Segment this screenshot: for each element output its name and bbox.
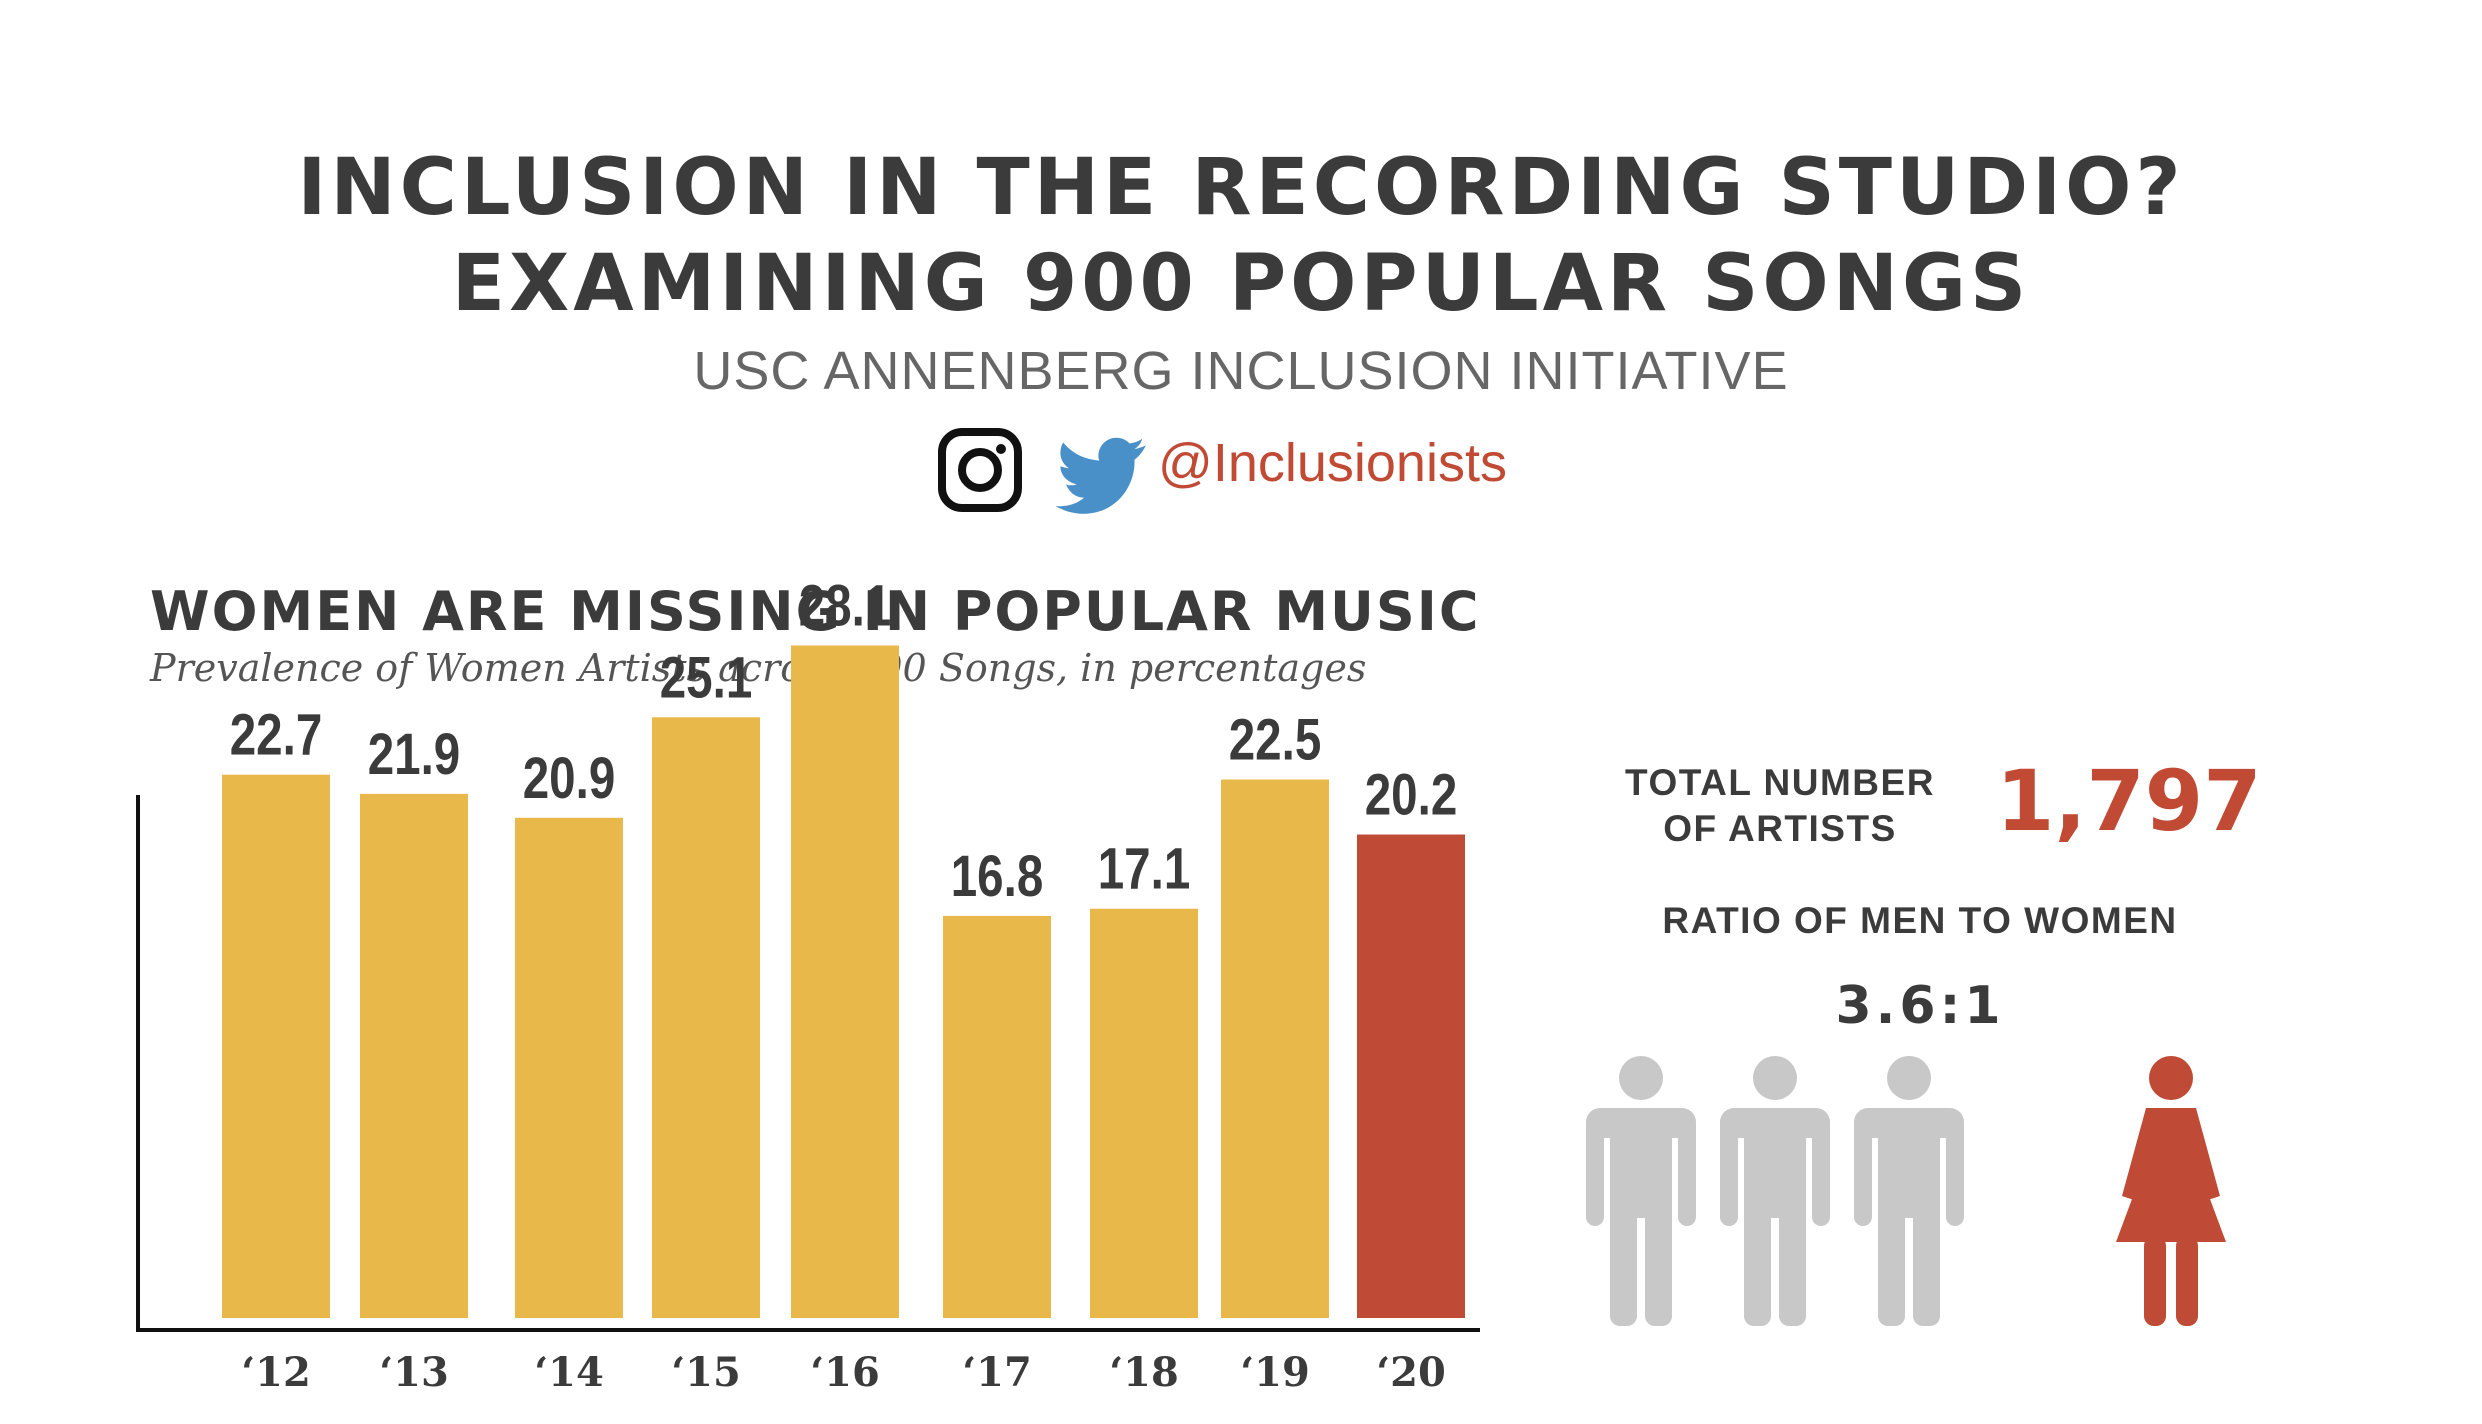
man-icon [1988, 1056, 2098, 1326]
man-icon [1854, 1056, 1964, 1326]
data-label: 16.8 [951, 845, 1044, 910]
man-icon [1586, 1056, 1696, 1326]
man-icon [1720, 1056, 1830, 1326]
section-title: WOMEN ARE MISSING IN POPULAR MUSIC [150, 580, 1481, 643]
x-tick-label: ‘12 [241, 1349, 311, 1396]
instagram-icon[interactable] [938, 428, 1022, 512]
data-label: 20.2 [1365, 763, 1458, 828]
total-artists-label: TOTAL NUMBER OF ARTISTS [1620, 760, 1940, 852]
x-tick-label: ‘16 [810, 1349, 880, 1396]
ratio-pictogram [1586, 1056, 2226, 1326]
title-line-2: EXAMINING 900 POPULAR SONGS [451, 239, 2031, 329]
ratio-label: RATIO OF MEN TO WOMEN [1662, 900, 2178, 941]
bar [1357, 834, 1465, 1318]
x-tick-label: ‘15 [671, 1349, 741, 1396]
twitter-handle[interactable]: @Inclusionists [1158, 433, 1507, 493]
bar [222, 774, 330, 1318]
x-tick-label: ‘17 [962, 1349, 1032, 1396]
bar [360, 793, 468, 1318]
bar-chart: 22.7 ‘12 21.9 ‘13 20.9 ‘14 25.1 ‘15 28.1 ‘16 16.8 ‘… [136, 574, 1480, 1396]
x-tick-label: ‘14 [534, 1349, 604, 1396]
bar [515, 817, 623, 1318]
x-tick-label: ‘13 [379, 1349, 449, 1396]
bar [652, 717, 760, 1318]
total-artists-label-line2: OF ARTISTS [1663, 808, 1897, 849]
subtitle: USC ANNENBERG INCLUSION INITIATIVE [693, 341, 1789, 401]
total-artists-value: 1,797 [1996, 752, 2262, 850]
bar [791, 645, 899, 1318]
data-label: 20.9 [523, 746, 616, 811]
bar [943, 915, 1051, 1318]
data-label: 22.5 [1229, 708, 1322, 773]
data-label: 22.7 [230, 703, 323, 768]
x-tick-label: ‘20 [1376, 1349, 1446, 1396]
data-label: 21.9 [368, 722, 461, 787]
x-tick-label: ‘18 [1109, 1349, 1179, 1396]
data-label: 25.1 [660, 646, 753, 711]
twitter-icon[interactable] [1055, 437, 1146, 514]
section-subtitle: Prevalence of Women Artists across 900 S… [150, 646, 1367, 690]
title-line-1: INCLUSION IN THE RECORDING STUDIO? [297, 143, 2185, 233]
data-label: 28.1 [799, 574, 892, 639]
data-label: 17.1 [1098, 837, 1191, 902]
bar [1221, 779, 1329, 1318]
bar [1090, 908, 1198, 1318]
x-tick-label: ‘19 [1240, 1349, 1310, 1396]
ratio-value: 3.6:1 [1835, 976, 2005, 1036]
woman-icon [2116, 1056, 2226, 1326]
social-icons [938, 428, 1146, 514]
total-artists-label-line1: TOTAL NUMBER [1625, 762, 1935, 803]
